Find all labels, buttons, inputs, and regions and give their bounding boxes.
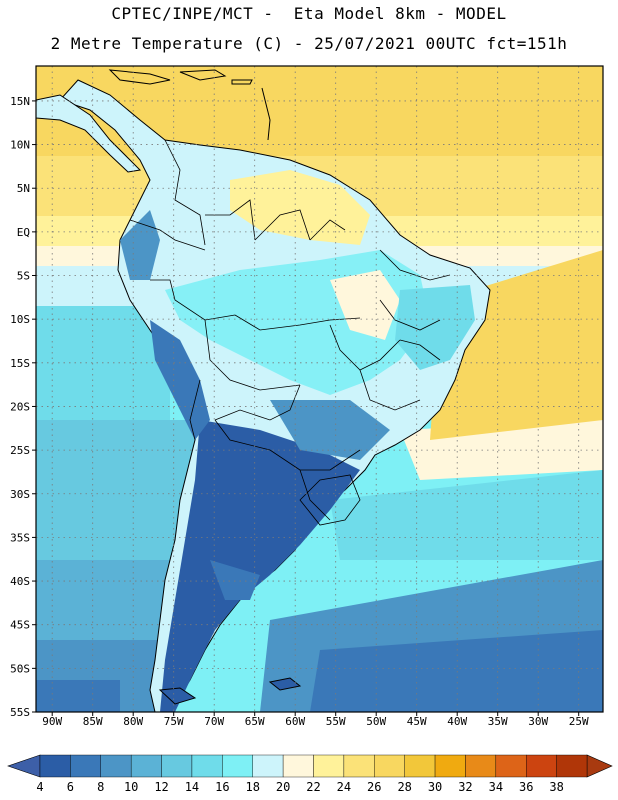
lat-tick-label: EQ bbox=[17, 226, 30, 239]
lon-tick-label: 25W bbox=[569, 715, 589, 728]
colorbar-box bbox=[556, 754, 588, 778]
colorbar-box bbox=[191, 754, 223, 778]
lon-tick-label: 80W bbox=[123, 715, 143, 728]
lat-tick-label: 35S bbox=[10, 531, 30, 544]
lat-tick-label: 45S bbox=[10, 619, 30, 632]
colorbar-label: 4 bbox=[36, 780, 43, 794]
lat-tick-label: 10N bbox=[10, 139, 30, 152]
colorbar-label: 16 bbox=[215, 780, 229, 794]
colorbar-label: 12 bbox=[154, 780, 168, 794]
colorbar-label: 30 bbox=[428, 780, 442, 794]
colorbar-box bbox=[252, 754, 284, 778]
temperature-map: 90W 85W 80W 75W 70W 65W 60W 55W 50W 45W 40W 35W 30W 2… bbox=[10, 65, 604, 728]
lat-tick-label: 30S bbox=[10, 488, 30, 501]
colorbar-label: 18 bbox=[245, 780, 259, 794]
lat-tick-label: 15N bbox=[10, 95, 30, 108]
colorbar-box bbox=[404, 754, 436, 778]
lon-tick-label: 55W bbox=[326, 715, 346, 728]
colorbar-high-arrow bbox=[586, 754, 613, 778]
map-title: CPTEC/INPE/MCT - Eta Model 8km - MODEL bbox=[111, 4, 507, 23]
colorbar-box bbox=[343, 754, 375, 778]
lat-tick-label: 50S bbox=[10, 662, 30, 675]
colorbar-label: 14 bbox=[185, 780, 199, 794]
colorbar-box bbox=[313, 754, 345, 778]
map-field bbox=[36, 66, 603, 712]
colorbar-box bbox=[374, 754, 405, 778]
colorbar-label: 34 bbox=[489, 780, 503, 794]
colorbar-label: 36 bbox=[519, 780, 533, 794]
colorbar-label: 6 bbox=[67, 780, 74, 794]
colorbar-box bbox=[222, 754, 253, 778]
lon-tick-label: 35W bbox=[488, 715, 508, 728]
colorbar-label: 28 bbox=[397, 780, 411, 794]
lon-tick-label: 85W bbox=[83, 715, 103, 728]
lat-tick-label: 5S bbox=[17, 270, 30, 283]
colorbar-label: 20 bbox=[276, 780, 290, 794]
colorbar-label: 10 bbox=[124, 780, 138, 794]
colorbar-box bbox=[130, 754, 162, 778]
colorbar-label: 26 bbox=[367, 780, 381, 794]
lat-tick-label: 25S bbox=[10, 444, 30, 457]
lat-tick-label: 40S bbox=[10, 575, 30, 588]
colorbar-box bbox=[100, 754, 132, 778]
lon-tick-label: 30W bbox=[528, 715, 548, 728]
lat-tick-label: 10S bbox=[10, 313, 30, 326]
colorbar-label: 24 bbox=[337, 780, 351, 794]
map-frame bbox=[35, 65, 604, 713]
colorbar-low-arrow bbox=[7, 754, 41, 778]
lon-tick-label: 50W bbox=[366, 715, 386, 728]
lat-tick-label: 20S bbox=[10, 400, 30, 413]
colorbar-box bbox=[465, 754, 497, 778]
colorbar-box bbox=[434, 754, 466, 778]
lon-tick-label: 90W bbox=[42, 715, 62, 728]
colorbar-label: 32 bbox=[458, 780, 472, 794]
central-america-landmass bbox=[36, 94, 142, 173]
lat-tick-label: 5N bbox=[17, 182, 30, 195]
colorbar-box bbox=[495, 754, 527, 778]
colorbar-box bbox=[161, 754, 193, 778]
colorbar-box bbox=[526, 754, 557, 778]
colorbar-label: 38 bbox=[549, 780, 563, 794]
temperature-colorbar: 4 6 8 10 12 14 16 18 20 22 24 26 28 30 32 34 36 38 bbox=[7, 754, 613, 794]
lon-tick-label: 75W bbox=[164, 715, 184, 728]
lon-tick-label: 65W bbox=[245, 715, 265, 728]
longitude-ticks: 90W 85W 80W 75W 70W 65W 60W 55W 50W 45W 40W 35W 30W 2… bbox=[42, 712, 589, 728]
colorbar-box bbox=[39, 754, 71, 778]
colorbar-box bbox=[282, 754, 314, 778]
colorbar-box bbox=[70, 754, 101, 778]
latitude-ticks: 15N 10N 5N EQ 5S 10S 15S 20S 25S 30S 35S 40S 45S 50S 5… bbox=[10, 95, 36, 719]
lon-tick-label: 70W bbox=[204, 715, 224, 728]
lat-tick-label: 55S bbox=[10, 706, 30, 719]
country-borders bbox=[129, 139, 451, 526]
lon-tick-label: 45W bbox=[407, 715, 427, 728]
lon-tick-label: 60W bbox=[285, 715, 305, 728]
colorbar-label: 22 bbox=[306, 780, 320, 794]
map-subtitle: 2 Metre Temperature (C) - 25/07/2021 00U… bbox=[50, 34, 568, 53]
colorbar-label: 8 bbox=[97, 780, 104, 794]
lon-tick-label: 40W bbox=[447, 715, 467, 728]
lat-tick-label: 15S bbox=[10, 357, 30, 370]
